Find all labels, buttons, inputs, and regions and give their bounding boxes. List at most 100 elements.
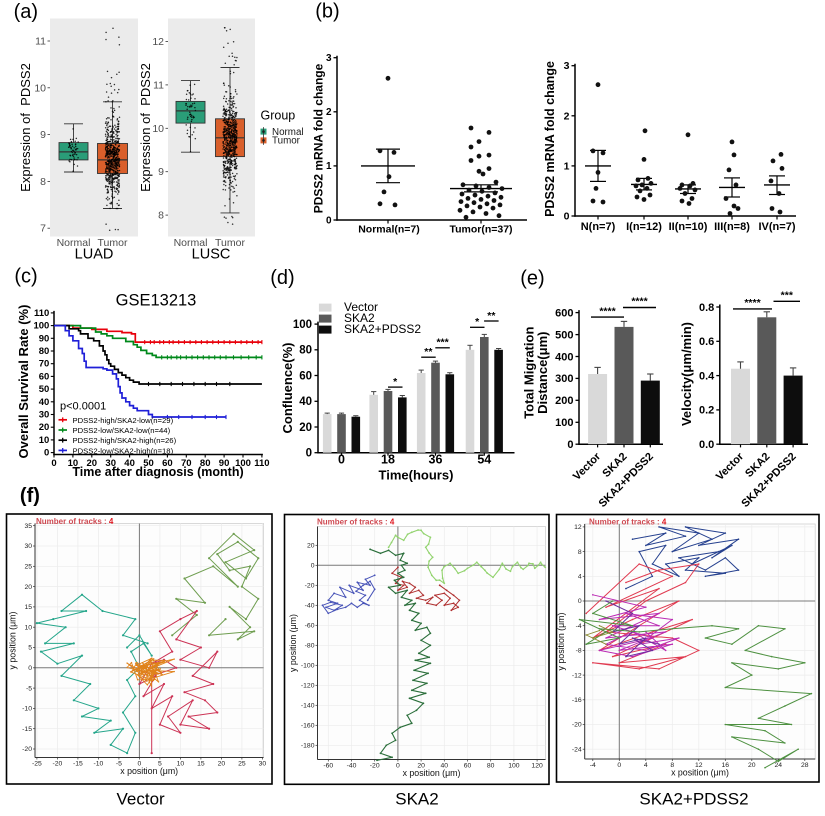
svg-text:Vector: Vector bbox=[344, 300, 378, 314]
svg-text:0: 0 bbox=[396, 762, 400, 769]
svg-text:0: 0 bbox=[617, 762, 621, 769]
svg-text:60: 60 bbox=[464, 762, 472, 769]
svg-text:0: 0 bbox=[311, 563, 315, 570]
svg-text:Normal: Normal bbox=[272, 127, 304, 138]
svg-text:-15: -15 bbox=[73, 760, 83, 767]
svg-text:12: 12 bbox=[574, 524, 582, 531]
svg-text:****: **** bbox=[744, 297, 761, 309]
svg-text:16: 16 bbox=[722, 762, 730, 769]
svg-text:y position (μm): y position (μm) bbox=[556, 613, 566, 671]
svg-text:I(n=12): I(n=12) bbox=[626, 221, 662, 233]
svg-text:p<0.0001: p<0.0001 bbox=[60, 401, 106, 413]
svg-text:200: 200 bbox=[555, 395, 573, 407]
svg-text:-16: -16 bbox=[572, 697, 582, 704]
svg-text:8: 8 bbox=[578, 549, 582, 556]
svg-text:7: 7 bbox=[40, 223, 46, 235]
svg-text:500: 500 bbox=[555, 329, 573, 341]
svg-text:y position (μm): y position (μm) bbox=[288, 614, 298, 672]
svg-text:80: 80 bbox=[200, 458, 211, 469]
svg-text:20: 20 bbox=[748, 762, 756, 769]
svg-text:70: 70 bbox=[39, 359, 50, 370]
svg-text:0: 0 bbox=[306, 448, 312, 460]
svg-text:3: 3 bbox=[564, 60, 570, 72]
svg-text:3: 3 bbox=[326, 53, 332, 64]
svg-text:N(n=7): N(n=7) bbox=[581, 221, 616, 233]
svg-text:-20: -20 bbox=[52, 760, 62, 767]
svg-text:-4: -4 bbox=[576, 623, 582, 630]
svg-text:12: 12 bbox=[152, 36, 164, 48]
svg-text:40: 40 bbox=[39, 397, 50, 408]
svg-text:9: 9 bbox=[158, 166, 164, 178]
svg-text:20: 20 bbox=[417, 762, 425, 769]
svg-text:-60: -60 bbox=[323, 762, 333, 769]
svg-text:SKA2: SKA2 bbox=[344, 311, 375, 325]
svg-text:PDSS2-high/SKA2-high(n=26): PDSS2-high/SKA2-high(n=26) bbox=[73, 436, 177, 445]
svg-text:2: 2 bbox=[564, 110, 570, 122]
svg-text:Number of tracks : 4: Number of tracks : 4 bbox=[36, 517, 114, 526]
svg-text:-20: -20 bbox=[22, 746, 32, 753]
svg-text:-120: -120 bbox=[301, 683, 315, 690]
svg-text:(c): (c) bbox=[14, 266, 37, 288]
svg-text:(d): (d) bbox=[270, 267, 294, 289]
svg-text:LUAD: LUAD bbox=[75, 247, 114, 263]
svg-text:100: 100 bbox=[235, 458, 251, 469]
svg-text:10: 10 bbox=[39, 435, 50, 446]
svg-text:Number of tracks : 4: Number of tracks : 4 bbox=[589, 518, 667, 527]
svg-text:SKA2: SKA2 bbox=[395, 789, 438, 808]
svg-text:Tumor(n=37): Tumor(n=37) bbox=[449, 224, 512, 236]
svg-text:Normal: Normal bbox=[174, 237, 208, 249]
svg-text:0: 0 bbox=[338, 453, 345, 467]
svg-text:Confluence(%): Confluence(%) bbox=[280, 343, 295, 434]
svg-text:-5: -5 bbox=[116, 760, 122, 767]
svg-text:y position (μm): y position (μm) bbox=[8, 612, 18, 670]
svg-text:-12: -12 bbox=[572, 672, 582, 679]
svg-text:**: ** bbox=[424, 346, 433, 358]
svg-text:100: 100 bbox=[555, 417, 573, 429]
svg-text:60: 60 bbox=[299, 370, 312, 382]
svg-text:90: 90 bbox=[39, 333, 50, 344]
svg-text:PDSS2 mRNA fold change: PDSS2 mRNA fold change bbox=[312, 63, 326, 213]
svg-text:***: *** bbox=[436, 337, 449, 349]
svg-text:11: 11 bbox=[35, 36, 46, 48]
svg-text:0: 0 bbox=[44, 448, 49, 459]
svg-text:0: 0 bbox=[28, 665, 32, 672]
svg-text:20: 20 bbox=[87, 458, 98, 469]
svg-text:35: 35 bbox=[24, 523, 32, 530]
svg-text:10: 10 bbox=[24, 624, 32, 631]
svg-text:0.6: 0.6 bbox=[699, 336, 714, 348]
svg-text:-10: -10 bbox=[22, 706, 32, 713]
svg-text:15: 15 bbox=[24, 604, 32, 611]
svg-text:-20: -20 bbox=[305, 583, 315, 590]
svg-text:-15: -15 bbox=[22, 726, 32, 733]
svg-text:Total Migration: Total Migration bbox=[522, 327, 537, 419]
svg-text:Time after diagnosis (month): Time after diagnosis (month) bbox=[72, 465, 243, 479]
svg-text:0: 0 bbox=[567, 439, 573, 451]
svg-text:1: 1 bbox=[564, 160, 570, 172]
svg-text:10: 10 bbox=[177, 760, 185, 767]
svg-text:30: 30 bbox=[105, 458, 116, 469]
svg-text:-40: -40 bbox=[347, 762, 357, 769]
svg-text:Expression of PDSS2: Expression of PDSS2 bbox=[138, 63, 153, 192]
svg-text:GSE13213: GSE13213 bbox=[116, 292, 197, 310]
svg-text:(a): (a) bbox=[14, 1, 38, 23]
svg-text:0: 0 bbox=[564, 211, 570, 223]
svg-text:-160: -160 bbox=[301, 723, 315, 730]
svg-text:PDSS2-high/SKA2-low(n=29): PDSS2-high/SKA2-low(n=29) bbox=[73, 416, 174, 425]
svg-text:0.2: 0.2 bbox=[699, 405, 714, 417]
svg-text:**: ** bbox=[487, 310, 496, 322]
svg-text:60: 60 bbox=[162, 458, 173, 469]
svg-text:-60: -60 bbox=[305, 623, 315, 630]
svg-text:Distance(μm): Distance(μm) bbox=[535, 332, 550, 414]
svg-text:-8: -8 bbox=[576, 648, 582, 655]
svg-text:Time(hours): Time(hours) bbox=[379, 468, 454, 483]
svg-text:4: 4 bbox=[644, 762, 648, 769]
svg-text:50: 50 bbox=[39, 384, 50, 395]
svg-text:x position (μm): x position (μm) bbox=[120, 766, 178, 776]
svg-text:80: 80 bbox=[299, 345, 312, 357]
svg-text:1: 1 bbox=[326, 161, 332, 172]
svg-text:10: 10 bbox=[68, 458, 79, 469]
svg-text:-20: -20 bbox=[572, 722, 582, 729]
svg-text:Velocity(μm/min): Velocity(μm/min) bbox=[679, 322, 694, 426]
svg-text:Tumor: Tumor bbox=[272, 135, 301, 146]
svg-text:PDSS2-low/SKA2-high(n=18): PDSS2-low/SKA2-high(n=18) bbox=[73, 446, 174, 455]
